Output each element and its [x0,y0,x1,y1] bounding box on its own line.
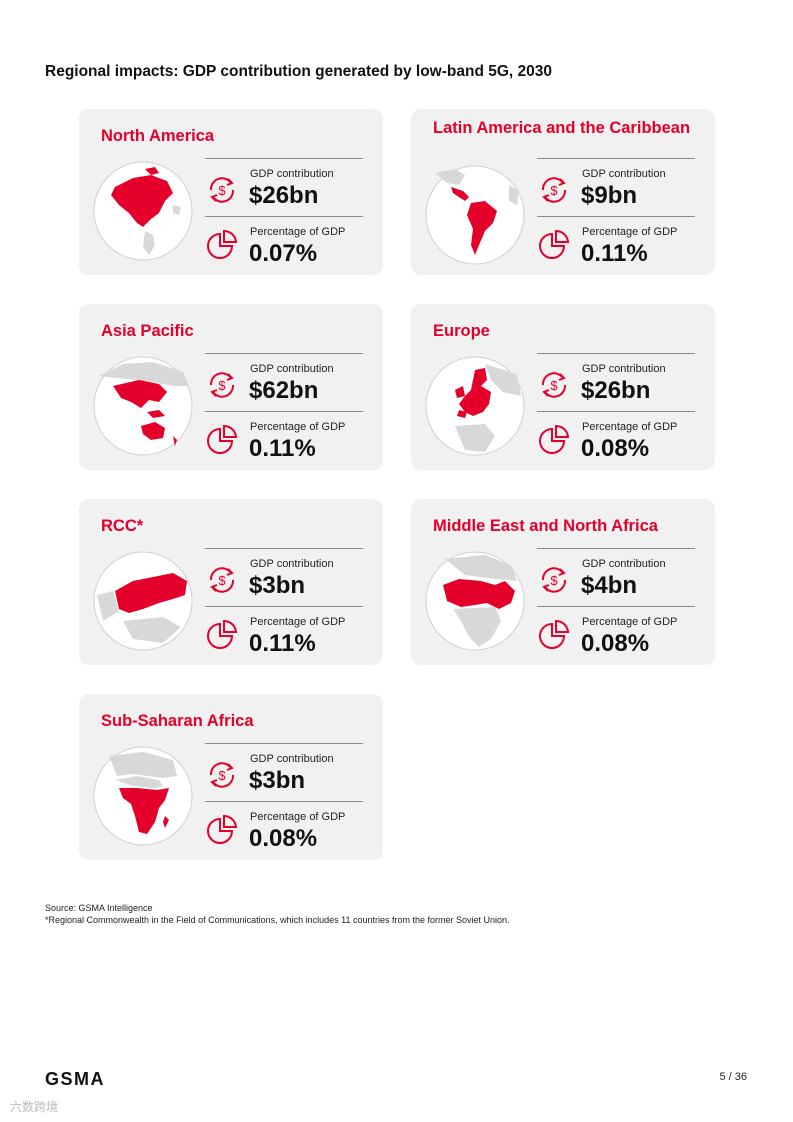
gdp-value: $26bn [581,377,651,404]
gdp-label: GDP contribution [250,753,334,765]
svg-text:$: $ [550,183,558,198]
footnotes: Source: GSMA Intelligence *Regional Comm… [45,902,510,926]
pct-label: Percentage of GDP [250,421,346,433]
gdp-label: GDP contribution [582,558,666,570]
page-number: 5 / 36 [719,1071,747,1083]
gdp-label: GDP contribution [250,168,334,180]
divider [537,158,695,159]
region-card-europe: Europe $ GDP contribution $26bn Percenta… [411,304,715,470]
divider [205,216,363,217]
divider [205,411,363,412]
dollar-cycle-icon: $ [541,372,567,398]
region-card-sub-saharan-africa: Sub-Saharan Africa $ GDP contribution $3… [79,694,383,860]
divider [537,606,695,607]
dollar-cycle-icon: $ [541,177,567,203]
svg-text:$: $ [550,378,558,393]
region-title: Europe [433,322,490,340]
pct-value: 0.11% [249,630,316,657]
pct-label: Percentage of GDP [250,226,346,238]
divider [537,216,695,217]
svg-text:$: $ [218,378,226,393]
globe-map-sub-saharan-africa [93,746,193,846]
pct-value: 0.07% [249,240,318,267]
pct-value: 0.11% [581,240,648,267]
divider [537,411,695,412]
region-title: Middle East and North Africa [433,517,658,535]
svg-text:$: $ [218,768,226,783]
dollar-cycle-icon: $ [209,372,235,398]
gdp-label: GDP contribution [582,168,666,180]
svg-text:$: $ [550,573,558,588]
pct-label: Percentage of GDP [582,226,678,238]
dollar-cycle-icon: $ [209,177,235,203]
region-card-asia-pacific: Asia Pacific $ GDP contribution $62bn Pe… [79,304,383,470]
gdp-value: $3bn [249,767,306,794]
pie-chart-icon [539,619,570,649]
gdp-value: $9bn [581,182,638,209]
divider [537,548,695,549]
gdp-value: $3bn [249,572,306,599]
gdp-label: GDP contribution [250,363,334,375]
divider [205,606,363,607]
pie-chart-icon [207,424,238,454]
region-title: North America [101,127,215,145]
region-title: RCC* [101,517,144,535]
page-title: Regional impacts: GDP contribution gener… [45,63,552,80]
divider [537,353,695,354]
rcc-footnote: *Regional Commonwealth in the Field of C… [45,915,510,925]
globe-map-north-america [93,161,193,261]
divider [205,158,363,159]
globe-map-europe [425,356,525,456]
divider [205,743,363,744]
watermark: 六数跨境 [10,1100,59,1114]
pct-label: Percentage of GDP [582,616,678,628]
region-title: Asia Pacific [101,322,194,340]
pct-label: Percentage of GDP [582,421,678,433]
pie-chart-icon [539,424,570,454]
pct-value: 0.08% [581,630,650,657]
gdp-value: $26bn [249,182,319,209]
region-card-rcc: RCC* $ GDP contribution $3bn Percentage … [79,499,383,665]
globe-map-latin-america [425,165,525,265]
gdp-label: GDP contribution [250,558,334,570]
pct-value: 0.08% [581,435,650,462]
pct-value: 0.11% [249,435,316,462]
pie-chart-icon [207,814,238,844]
region-title: Latin America and the Caribbean [433,119,691,137]
divider [205,801,363,802]
region-title: Sub-Saharan Africa [101,712,254,730]
svg-text:$: $ [218,573,226,588]
pie-chart-icon [207,619,238,649]
pct-label: Percentage of GDP [250,811,346,823]
divider [205,353,363,354]
source-note: Source: GSMA Intelligence [45,903,153,913]
pct-value: 0.08% [249,825,318,852]
pie-chart-icon [207,229,238,259]
pie-chart-icon [539,229,570,259]
pct-label: Percentage of GDP [250,616,346,628]
gdp-value: $4bn [581,572,638,599]
globe-map-rcc [93,551,193,651]
svg-text:$: $ [218,183,226,198]
dollar-cycle-icon: $ [541,567,567,593]
globe-map-asia-pacific [93,356,193,456]
divider [205,548,363,549]
dollar-cycle-icon: $ [209,567,235,593]
gdp-value: $62bn [249,377,319,404]
region-card-north-america: North America $ GDP contribution $26bn P… [79,109,383,275]
globe-map-mena [425,551,525,651]
dollar-cycle-icon: $ [209,762,235,788]
gdp-label: GDP contribution [582,363,666,375]
region-card-mena: Middle East and North Africa $ GDP contr… [411,499,715,665]
region-card-latin-america: Latin America and the Caribbean $ GDP co… [411,109,715,275]
gsma-logo: GSMA [45,1069,105,1089]
